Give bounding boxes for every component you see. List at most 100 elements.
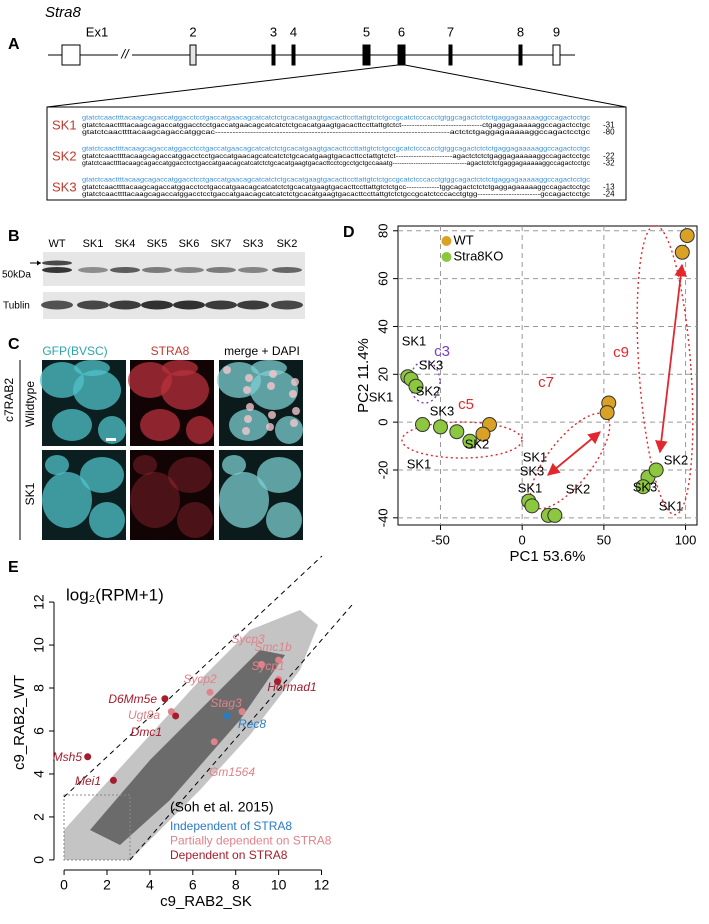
- band: [237, 300, 269, 310]
- x-axis-title: c9_RAB2_SK: [160, 893, 252, 910]
- dapi-dot: [246, 403, 254, 411]
- indel-size: -13: [603, 182, 615, 191]
- annotation: SK1: [523, 449, 548, 464]
- cell-signal: [89, 502, 125, 538]
- cell-signal: [42, 472, 92, 528]
- dapi-dot: [267, 382, 275, 390]
- x-tick-label: 8: [232, 877, 240, 893]
- column-label: merge + DAPI: [224, 344, 300, 358]
- dapi-dot: [242, 427, 250, 435]
- break-mask: [118, 50, 132, 60]
- cell-signal: [250, 370, 298, 410]
- gene-label: D6Mm5e: [108, 692, 157, 706]
- dapi-dot: [292, 407, 300, 415]
- y-tick-label: 10: [31, 637, 47, 653]
- transition-arrow: [547, 431, 601, 476]
- exon-label: 2: [189, 24, 196, 39]
- gene-point: [238, 708, 246, 716]
- cell-signal: [266, 502, 302, 538]
- annotation: SK1: [407, 456, 432, 471]
- gene-label: Ugt8a: [128, 708, 160, 722]
- annotation: SK1: [402, 333, 427, 348]
- cell-signal: [275, 416, 303, 444]
- band: [77, 300, 109, 310]
- band: [205, 300, 237, 310]
- indel-size: -80: [603, 128, 615, 137]
- sequence-box: [46, 106, 627, 201]
- pca-point: [635, 479, 651, 495]
- exon-label: 4: [290, 24, 297, 39]
- annotation: SK1: [518, 480, 543, 495]
- gene-point: [167, 708, 175, 716]
- cell-signal: [229, 409, 269, 441]
- marker-label: 50kDa: [2, 270, 31, 281]
- exon: [291, 44, 296, 66]
- indel-size: -32: [603, 159, 615, 168]
- lane-label: SK2: [277, 238, 298, 250]
- gene-point: [161, 695, 169, 703]
- sequence: gtatctcaacttttacaagcagaccatggacctcctgacc…: [82, 178, 590, 184]
- cell-signal: [98, 416, 126, 444]
- indel-size: -31: [603, 120, 615, 129]
- cell-signal: [177, 502, 213, 538]
- band: [78, 267, 108, 273]
- gene-label: Stag3: [210, 696, 242, 710]
- gene-label: Hormad1: [267, 680, 316, 694]
- cell-signal: [168, 457, 212, 493]
- pca-point: [547, 507, 563, 523]
- cell-signal: [128, 362, 172, 398]
- cell-signal: [222, 455, 246, 475]
- y-tick-label: 8: [31, 684, 47, 692]
- pca-point: [679, 228, 695, 244]
- annotation: SK3: [633, 479, 658, 494]
- expression-cloud: [90, 650, 285, 845]
- sequence: gtatctcaacttttacaagcagaccatggcac--------…: [82, 130, 590, 136]
- gene-label: Sycp3: [231, 632, 265, 646]
- annotation: SK2: [664, 452, 689, 467]
- sequence: gtatctcaacttttacaagcagaccatggacctcctgacc…: [82, 192, 590, 198]
- lane-label: SK7: [211, 238, 232, 250]
- lane-label: WT: [48, 238, 65, 250]
- dapi-dot: [243, 386, 251, 394]
- exon-label: Ex1: [86, 24, 108, 39]
- x-tick-label: 100: [675, 532, 697, 547]
- band: [173, 300, 205, 310]
- sequence: gtatctcaacttttacaagcagaccatggacctcctgacc…: [82, 123, 590, 129]
- gene-point: [274, 678, 282, 686]
- loading-label: Tublin: [3, 301, 30, 312]
- x-tick-label: 12: [314, 877, 330, 893]
- y-tick-label: 0: [31, 856, 47, 864]
- gene-label: Dmc1: [131, 725, 162, 739]
- exon: [552, 44, 561, 66]
- exon-label: 3: [270, 24, 277, 39]
- band: [142, 267, 172, 273]
- fold-change-line: [63, 555, 323, 798]
- gene-label: Sycp1: [251, 659, 284, 673]
- x-tick-label: 2: [103, 877, 111, 893]
- annotation: SK3: [430, 403, 455, 418]
- annotation: SK2: [566, 481, 591, 496]
- y-tick-label: 20: [375, 367, 390, 381]
- exon: [362, 44, 371, 66]
- exon-label: 8: [517, 24, 524, 39]
- sequence: gtatctcaacttttacaagcagaccatggacctcctgacc…: [82, 185, 590, 191]
- exon-label: 9: [553, 24, 560, 39]
- lane-label: SK3: [243, 238, 264, 250]
- legend-label: Dependent on STRA8: [170, 848, 288, 862]
- band: [141, 300, 173, 310]
- gene-label: Rec8: [238, 717, 266, 731]
- column-label: STRA8: [151, 344, 190, 358]
- dapi-dot: [269, 370, 277, 378]
- sequence: gtatctcaacttttacaagcagaccatggacctcctgacc…: [82, 154, 590, 160]
- x-tick-label: 10: [271, 877, 287, 893]
- panel-letter: A: [8, 36, 20, 53]
- x-tick-label: 4: [146, 877, 154, 893]
- sequence: gtatctcaacttttacaagcagaccatggacctcctgacc…: [82, 116, 590, 122]
- legend-label: WT: [453, 232, 473, 247]
- y-tick-label: 60: [375, 271, 390, 285]
- x-tick-label: 50: [597, 532, 611, 547]
- cell-signal: [140, 409, 180, 441]
- cell-signal: [257, 457, 301, 493]
